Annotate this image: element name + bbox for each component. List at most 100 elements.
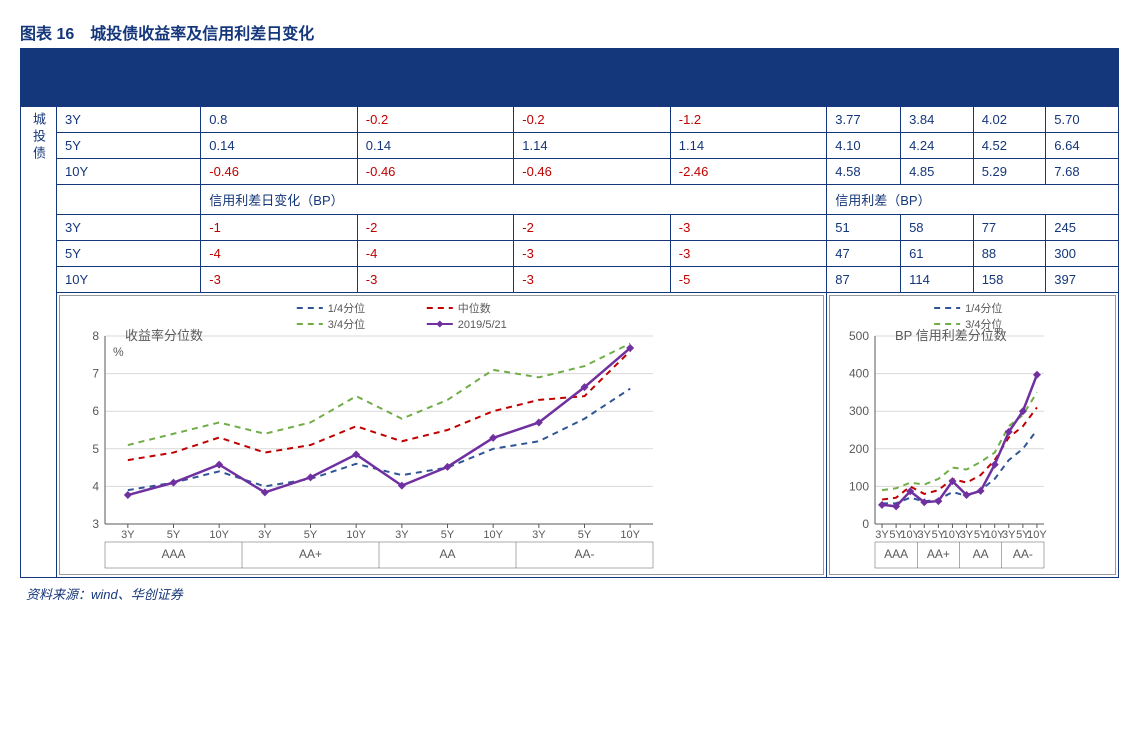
- series-median: [128, 351, 630, 460]
- x-group-label: AAA: [161, 547, 185, 561]
- yield-change-cell: -0.46: [514, 159, 670, 185]
- tenor-cell: 10Y: [57, 159, 201, 185]
- rating-header: AA: [514, 81, 670, 107]
- spread-change-cell: -5: [670, 267, 827, 293]
- spread-change-cell: -3: [514, 267, 670, 293]
- charts-row: 3456783Y5Y10Y3Y5Y10Y3Y5Y10Y3Y5Y10YAAAAA+…: [21, 293, 1119, 578]
- legend-label: 中位数: [458, 301, 491, 315]
- rating-header: AA+: [901, 81, 974, 107]
- yield-change-cell: 1.14: [670, 133, 827, 159]
- spread-cell: 300: [1046, 241, 1119, 267]
- spread-cell: 397: [1046, 267, 1119, 293]
- section-header-spread: 信用利差（BP）: [827, 185, 1119, 215]
- source-text: 资料来源：wind、华创证券: [20, 584, 1119, 603]
- y-tick-label: 6: [92, 404, 99, 418]
- y-tick-label: 100: [849, 479, 869, 493]
- marker-diamond: [878, 501, 886, 509]
- yield-change-cell: -0.46: [201, 159, 357, 185]
- x-tick-label: 3Y: [121, 529, 135, 541]
- y-tick-label: 200: [849, 442, 869, 456]
- figure-title: 图表 16 城投债收益率及信用利差日变化: [20, 20, 314, 44]
- table-row: 10Y-0.46-0.46-0.46-2.464.584.855.297.68: [21, 159, 1119, 185]
- series-q3: [128, 344, 630, 446]
- x-group-label: AA: [973, 547, 989, 561]
- x-tick-label: 10Y: [620, 529, 640, 541]
- tenor-cell: 3Y: [57, 107, 201, 133]
- x-tick-label: 5Y: [304, 529, 318, 541]
- row-label-城投债: 城投债: [21, 107, 57, 578]
- figure-title-row: 图表 16 城投债收益率及信用利差日变化: [20, 20, 1119, 50]
- rating-header: AA-: [1046, 81, 1119, 107]
- spread-change-cell: -2: [357, 215, 513, 241]
- rating-header: AAA: [201, 81, 357, 107]
- spread-change-cell: -3: [670, 241, 827, 267]
- spread-change-cell: -3: [201, 267, 357, 293]
- empty-cell: [57, 185, 201, 215]
- legend-label: 1/4分位: [965, 301, 1002, 315]
- x-tick-label: 10Y: [209, 529, 229, 541]
- yield-cell: 4.52: [973, 133, 1046, 159]
- chart-svg: 3456783Y5Y10Y3Y5Y10Y3Y5Y10Y3Y5Y10YAAAAA+…: [60, 296, 663, 574]
- yield-cell: 5.70: [1046, 107, 1119, 133]
- legend-marker: [436, 321, 443, 328]
- section-header-spread-change: 信用利差日变化（BP）: [201, 185, 827, 215]
- marker-diamond: [124, 491, 132, 499]
- x-group-label: AA-: [574, 547, 594, 561]
- y-tick-label: 300: [849, 404, 869, 418]
- spread-cell: 87: [827, 267, 901, 293]
- series-q3: [882, 392, 1037, 490]
- section-header-yield-change: 收益率日变化（BP）: [201, 51, 827, 81]
- yield-percentile-chart: 3456783Y5Y10Y3Y5Y10Y3Y5Y10Y3Y5Y10YAAAAA+…: [59, 295, 824, 575]
- chart-title: 收益率分位数: [125, 328, 203, 343]
- spread-change-cell: -4: [201, 241, 357, 267]
- spread-cell: 88: [973, 241, 1046, 267]
- x-group-label: AAA: [884, 547, 908, 561]
- rating-header: AA-: [670, 81, 827, 107]
- col-header-期限: 期限: [57, 51, 201, 107]
- x-tick-label: 5Y: [441, 529, 455, 541]
- col-header-品种: 品种: [21, 51, 57, 107]
- table-row: 城投债3Y0.8-0.2-0.2-1.23.773.844.025.70: [21, 107, 1119, 133]
- yield-change-cell: 0.8: [201, 107, 357, 133]
- x-tick-label: 3Y: [395, 529, 409, 541]
- x-tick-label: 3Y: [960, 529, 974, 541]
- yield-change-cell: -1.2: [670, 107, 827, 133]
- series-median: [882, 407, 1037, 499]
- yield-change-cell: -2.46: [670, 159, 827, 185]
- tenor-cell: 3Y: [57, 215, 201, 241]
- y-tick-label: 0: [863, 517, 870, 531]
- table-header-row-1: 品种 期限 收益率日变化（BP） 收益率（%）: [21, 51, 1119, 81]
- yield-cell: 3.77: [827, 107, 901, 133]
- table-row: 5Y-4-4-3-3476188300: [21, 241, 1119, 267]
- spread-change-cell: -4: [357, 241, 513, 267]
- yield-change-cell: -0.2: [514, 107, 670, 133]
- x-tick-label: 10Y: [1027, 529, 1047, 541]
- x-tick-label: 5Y: [578, 529, 592, 541]
- spread-percentile-chart: 01002003004005003Y5Y10Y3Y5Y10Y3Y5Y10Y3Y5…: [829, 295, 1116, 575]
- yield-cell: 6.64: [1046, 133, 1119, 159]
- y-tick-label: 8: [92, 329, 99, 343]
- yield-cell: 4.24: [901, 133, 974, 159]
- marker-diamond: [170, 479, 178, 487]
- x-group-label: AA-: [1013, 547, 1033, 561]
- x-tick-label: 3Y: [876, 529, 890, 541]
- main-table: 品种 期限 收益率日变化（BP） 收益率（%） AAA AA+ AA AA- A…: [20, 50, 1119, 578]
- yield-change-cell: 1.14: [514, 133, 670, 159]
- spread-cell: 158: [973, 267, 1046, 293]
- x-tick-label: 10Y: [483, 529, 503, 541]
- tenor-cell: 5Y: [57, 241, 201, 267]
- spread-cell: 77: [973, 215, 1046, 241]
- x-tick-label: 3Y: [1002, 529, 1016, 541]
- x-tick-label: 5Y: [167, 529, 181, 541]
- spread-cell: 245: [1046, 215, 1119, 241]
- legend-label: 2019/5/21: [458, 319, 507, 331]
- spread-cell: 58: [901, 215, 974, 241]
- spread-cell: 47: [827, 241, 901, 267]
- yield-change-cell: -0.2: [357, 107, 513, 133]
- spread-change-cell: -3: [670, 215, 827, 241]
- series-q1: [128, 389, 630, 491]
- marker-diamond: [1033, 371, 1041, 379]
- spread-change-cell: -3: [357, 267, 513, 293]
- series-q1: [882, 430, 1037, 503]
- x-tick-label: 3Y: [918, 529, 932, 541]
